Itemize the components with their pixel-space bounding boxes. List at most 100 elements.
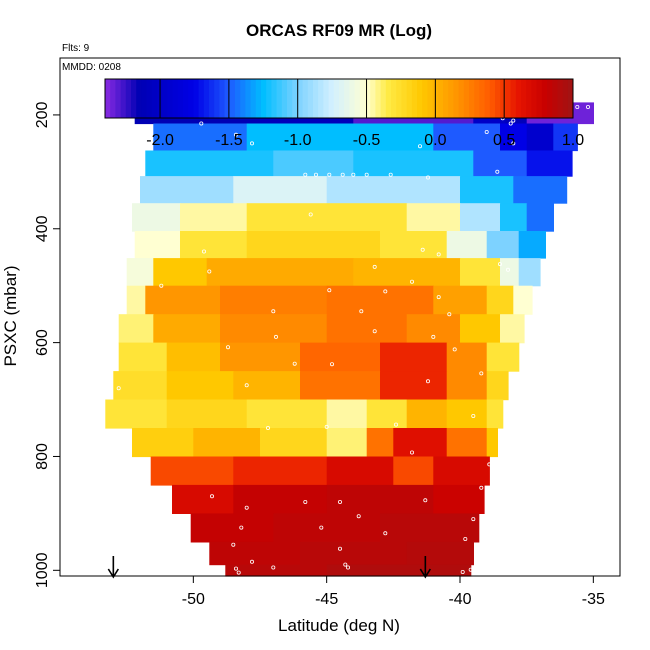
heatmap-cell xyxy=(153,123,248,152)
heatmap-cell xyxy=(326,314,408,344)
sample-point xyxy=(383,289,388,294)
heatmap-cell xyxy=(118,342,168,372)
heatmap-cell xyxy=(166,371,234,401)
sample-point xyxy=(447,312,452,317)
heatmap-cell xyxy=(166,342,221,372)
heatmap-cell xyxy=(150,456,234,486)
heatmap-cell xyxy=(380,371,448,401)
sample-point xyxy=(233,566,238,571)
sample-points xyxy=(116,104,591,575)
sample-point xyxy=(508,121,513,126)
colorbar-swatch xyxy=(469,79,475,118)
colorbar-swatch xyxy=(183,79,189,118)
heatmap-cell xyxy=(326,456,394,486)
heatmap-cell xyxy=(153,314,221,344)
sample-point xyxy=(207,269,212,274)
sample-point xyxy=(327,288,332,293)
colorbar-swatch xyxy=(396,79,402,118)
sample-point xyxy=(337,499,342,504)
heatmap-cell xyxy=(518,231,546,259)
colorbar-swatch xyxy=(209,79,215,118)
colorbar-swatch xyxy=(531,79,538,118)
heatmap-cell xyxy=(446,428,488,458)
sample-point xyxy=(340,172,345,177)
heatmap-cell xyxy=(233,456,328,486)
colorbar-swatch xyxy=(318,79,324,118)
colorbar-swatch xyxy=(541,79,548,118)
heatmap-cell xyxy=(132,203,181,232)
heatmap-cell xyxy=(446,399,488,429)
heatmap-cell xyxy=(326,285,434,315)
colorbar-swatch xyxy=(375,79,382,118)
sample-point xyxy=(233,132,238,137)
sample-point xyxy=(487,462,492,467)
heatmap-cell xyxy=(233,371,301,401)
heatmap-cell xyxy=(326,399,368,429)
sample-point xyxy=(271,309,276,314)
colorbar-swatch xyxy=(359,79,366,118)
heatmap-cell xyxy=(353,150,474,177)
sample-point xyxy=(511,141,516,146)
x-tick-label: -35 xyxy=(582,591,605,608)
colorbar-swatch xyxy=(339,79,345,118)
heatmap-cell xyxy=(134,231,181,259)
colorbar-swatch xyxy=(406,79,413,118)
chart-title: ORCAS RF09 MR (Log) xyxy=(246,21,432,40)
colorbar-swatch xyxy=(229,79,236,118)
colorbar-swatch xyxy=(224,79,231,118)
heatmap-cell xyxy=(446,342,488,372)
colorbar-swatch xyxy=(271,79,278,118)
heatmap-cell xyxy=(220,342,301,372)
sample-point xyxy=(497,262,502,267)
heatmap-cell xyxy=(473,150,528,177)
heatmap-cell xyxy=(486,285,514,315)
colorbar-swatch xyxy=(292,79,298,118)
colorbar-swatch xyxy=(141,79,148,118)
sample-point xyxy=(436,295,441,300)
colorbar-swatch xyxy=(167,79,174,118)
heatmap-cell xyxy=(353,258,461,287)
colorbar-swatch xyxy=(391,79,397,118)
heatmap-cell xyxy=(300,342,381,372)
heatmap-cell xyxy=(433,456,490,486)
heatmap-cell xyxy=(406,314,461,344)
sample-point xyxy=(159,283,164,288)
colorbar-swatch xyxy=(552,79,558,118)
sample-point xyxy=(356,514,361,519)
heatmap-cell xyxy=(233,484,328,514)
colorbar-ticks: -2.0 -1.5 -1.0 -0.5 0.0 0.5 1.0 xyxy=(146,79,584,149)
heatmap-cell xyxy=(326,428,368,458)
heatmap-cell xyxy=(500,314,525,344)
sample-point xyxy=(479,371,484,376)
colorbar-swatch xyxy=(505,79,512,118)
heatmap-cell xyxy=(300,541,408,566)
colorbar-swatch xyxy=(136,79,142,118)
heatmap-cell xyxy=(380,513,480,543)
colorbar-swatch xyxy=(489,79,496,118)
heatmap-cell xyxy=(225,564,328,577)
colorbar-swatch xyxy=(458,79,465,118)
heatmap-cell xyxy=(140,176,234,204)
colorbar-swatch xyxy=(151,79,158,118)
colorbar-swatch xyxy=(411,79,418,118)
sample-point xyxy=(324,424,329,429)
heatmap-cell xyxy=(380,342,448,372)
heatmap-cell xyxy=(446,231,488,259)
colorbar-swatch xyxy=(313,79,319,118)
sample-point xyxy=(209,494,214,499)
sample-point xyxy=(511,118,516,123)
heatmap-cell xyxy=(326,564,472,577)
sample-point xyxy=(495,169,500,174)
heatmap-cell xyxy=(486,371,509,401)
colorbar-swatch xyxy=(385,79,392,118)
y-tick-label: 400 xyxy=(34,215,51,242)
heatmap-layers xyxy=(105,102,594,577)
heatmap-cell xyxy=(206,258,354,287)
colorbar-swatch xyxy=(515,79,522,118)
heatmap-cell xyxy=(406,203,461,232)
sample-point xyxy=(471,517,476,522)
date-label: MMDD: 0208 xyxy=(62,62,121,73)
heatmap-cell xyxy=(233,176,328,204)
x-axis-label: Latitude (deg N) xyxy=(278,616,400,635)
sample-point xyxy=(431,334,436,339)
